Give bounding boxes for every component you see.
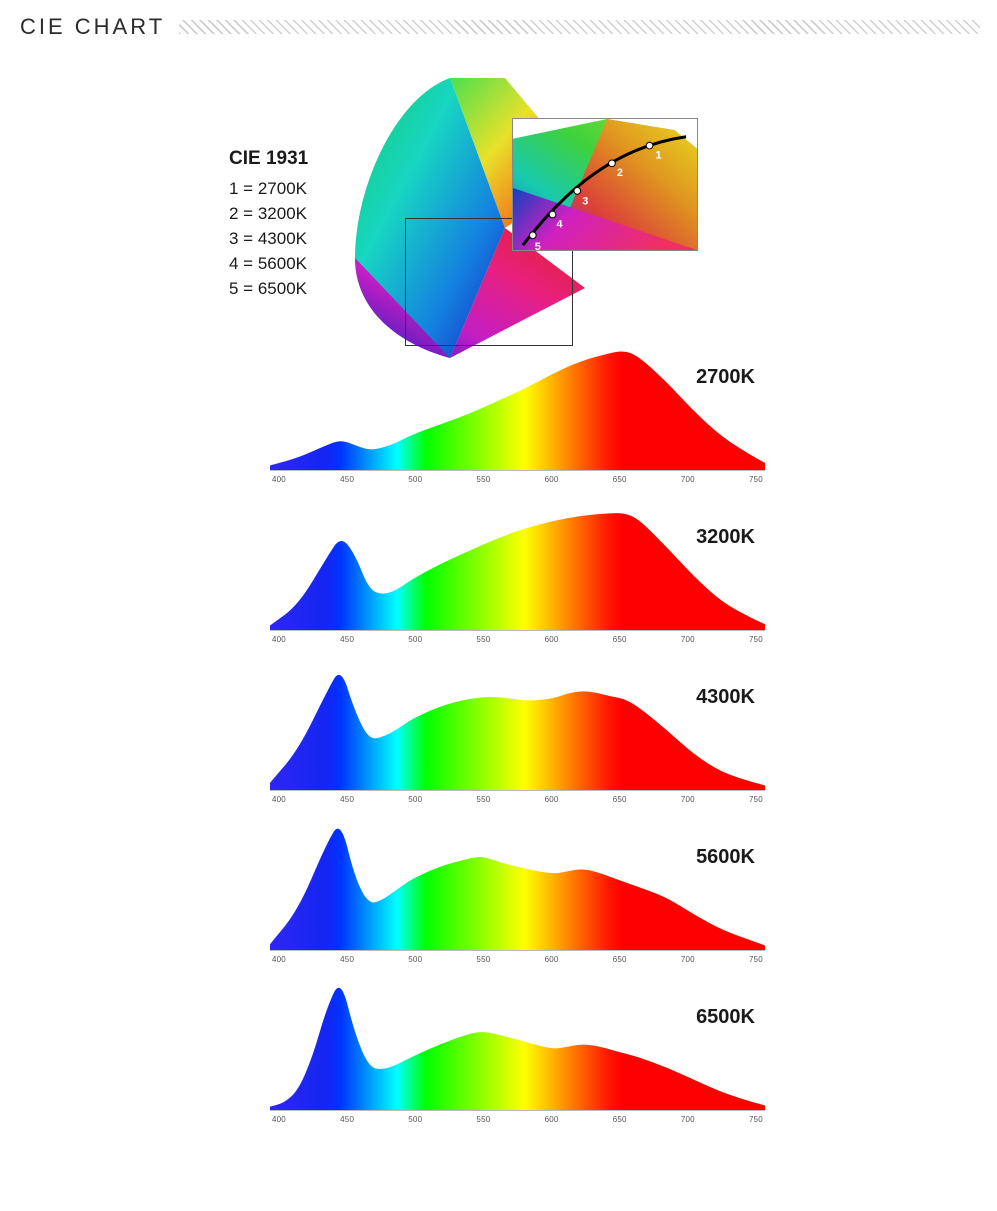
page-title: CIE CHART [20, 14, 165, 40]
svg-text:4: 4 [557, 218, 563, 230]
chart-6500k-axis-line [270, 1110, 765, 1111]
cie-inset-diagram: 5 4 3 2 1 [512, 118, 698, 251]
svg-text:2: 2 [617, 167, 623, 179]
chart-5600k-tick-700: 700 [681, 955, 695, 964]
chart-6500k: 400 450 500 550 600 650 700 750 6500K [270, 970, 765, 1132]
chart-2700k-axis-line [270, 470, 765, 471]
chart-5600k-tick-550: 550 [476, 955, 490, 964]
chart-2700k-tick-450: 450 [340, 475, 354, 484]
chart-3200k-tick-600: 600 [545, 635, 559, 644]
page-header: CIE CHART [20, 14, 980, 40]
chart-2700k-tick-650: 650 [613, 475, 627, 484]
chart-2700k-tick-600: 600 [545, 475, 559, 484]
chart-3200k-axis-line [270, 630, 765, 631]
chart-3200k: 400 450 500 550 600 650 700 750 3200K [270, 490, 765, 652]
chart-5600k-tick-650: 650 [613, 955, 627, 964]
chart-6500k-tick-500: 500 [408, 1115, 422, 1124]
chart-3200k-label: 3200K [696, 526, 755, 549]
chart-2700k-tick-400: 400 [272, 475, 286, 484]
chart-5600k: 400 450 500 550 600 650 700 750 5600K [270, 810, 765, 972]
chart-4300k-tick-550: 550 [476, 795, 490, 804]
chart-4300k-tick-600: 600 [545, 795, 559, 804]
chart-4300k-plot [270, 650, 765, 790]
chart-5600k-tick-500: 500 [408, 955, 422, 964]
chart-2700k-tick-550: 550 [476, 475, 490, 484]
chart-5600k-label: 5600K [696, 846, 755, 869]
svg-text:5: 5 [535, 241, 541, 250]
chart-2700k-label: 2700K [696, 366, 755, 389]
chart-4300k-axis-line [270, 790, 765, 791]
chart-2700k-tick-700: 700 [681, 475, 695, 484]
chart-4300k-tick-650: 650 [613, 795, 627, 804]
chart-4300k: 400 450 500 550 600 650 700 750 4300K [270, 650, 765, 812]
chart-6500k-label: 6500K [696, 1006, 755, 1029]
chart-6500k-ticks: 400 450 500 550 600 650 700 750 [270, 1115, 765, 1124]
chart-4300k-label: 4300K [696, 686, 755, 709]
chart-3200k-tick-500: 500 [408, 635, 422, 644]
svg-text:1: 1 [655, 149, 661, 161]
chart-6500k-tick-600: 600 [545, 1115, 559, 1124]
chart-6500k-tick-450: 450 [340, 1115, 354, 1124]
chart-4300k-tick-750: 750 [749, 795, 763, 804]
chart-2700k-tick-750: 750 [749, 475, 763, 484]
chart-5600k-ticks: 400 450 500 550 600 650 700 750 [270, 955, 765, 964]
chart-2700k-plot [270, 330, 765, 470]
chart-3200k-tick-400: 400 [272, 635, 286, 644]
svg-text:3: 3 [582, 196, 588, 208]
chart-5600k-plot [270, 810, 765, 950]
chart-2700k-tick-500: 500 [408, 475, 422, 484]
chart-5600k-tick-400: 400 [272, 955, 286, 964]
chart-3200k-tick-650: 650 [613, 635, 627, 644]
chart-3200k-tick-550: 550 [476, 635, 490, 644]
chart-3200k-tick-450: 450 [340, 635, 354, 644]
chart-6500k-tick-700: 700 [681, 1115, 695, 1124]
chart-6500k-tick-400: 400 [272, 1115, 286, 1124]
chart-5600k-tick-450: 450 [340, 955, 354, 964]
chart-6500k-tick-550: 550 [476, 1115, 490, 1124]
chart-4300k-tick-450: 450 [340, 795, 354, 804]
chart-5600k-tick-750: 750 [749, 955, 763, 964]
chart-4300k-tick-400: 400 [272, 795, 286, 804]
chart-6500k-tick-650: 650 [613, 1115, 627, 1124]
chart-4300k-ticks: 400 450 500 550 600 650 700 750 [270, 795, 765, 804]
chart-6500k-tick-750: 750 [749, 1115, 763, 1124]
chart-3200k-plot [270, 490, 765, 630]
chart-4300k-tick-700: 700 [681, 795, 695, 804]
chart-5600k-tick-600: 600 [545, 955, 559, 964]
chart-6500k-plot [270, 970, 765, 1110]
header-divider [179, 20, 980, 34]
chart-4300k-tick-500: 500 [408, 795, 422, 804]
chart-2700k-ticks: 400 450 500 550 600 650 700 750 [270, 475, 765, 484]
chart-2700k: 400 450 500 550 600 650 700 750 2700K [270, 330, 765, 492]
chart-3200k-ticks: 400 450 500 550 600 650 700 750 [270, 635, 765, 644]
chart-3200k-tick-700: 700 [681, 635, 695, 644]
chart-3200k-tick-750: 750 [749, 635, 763, 644]
chart-5600k-axis-line [270, 950, 765, 951]
